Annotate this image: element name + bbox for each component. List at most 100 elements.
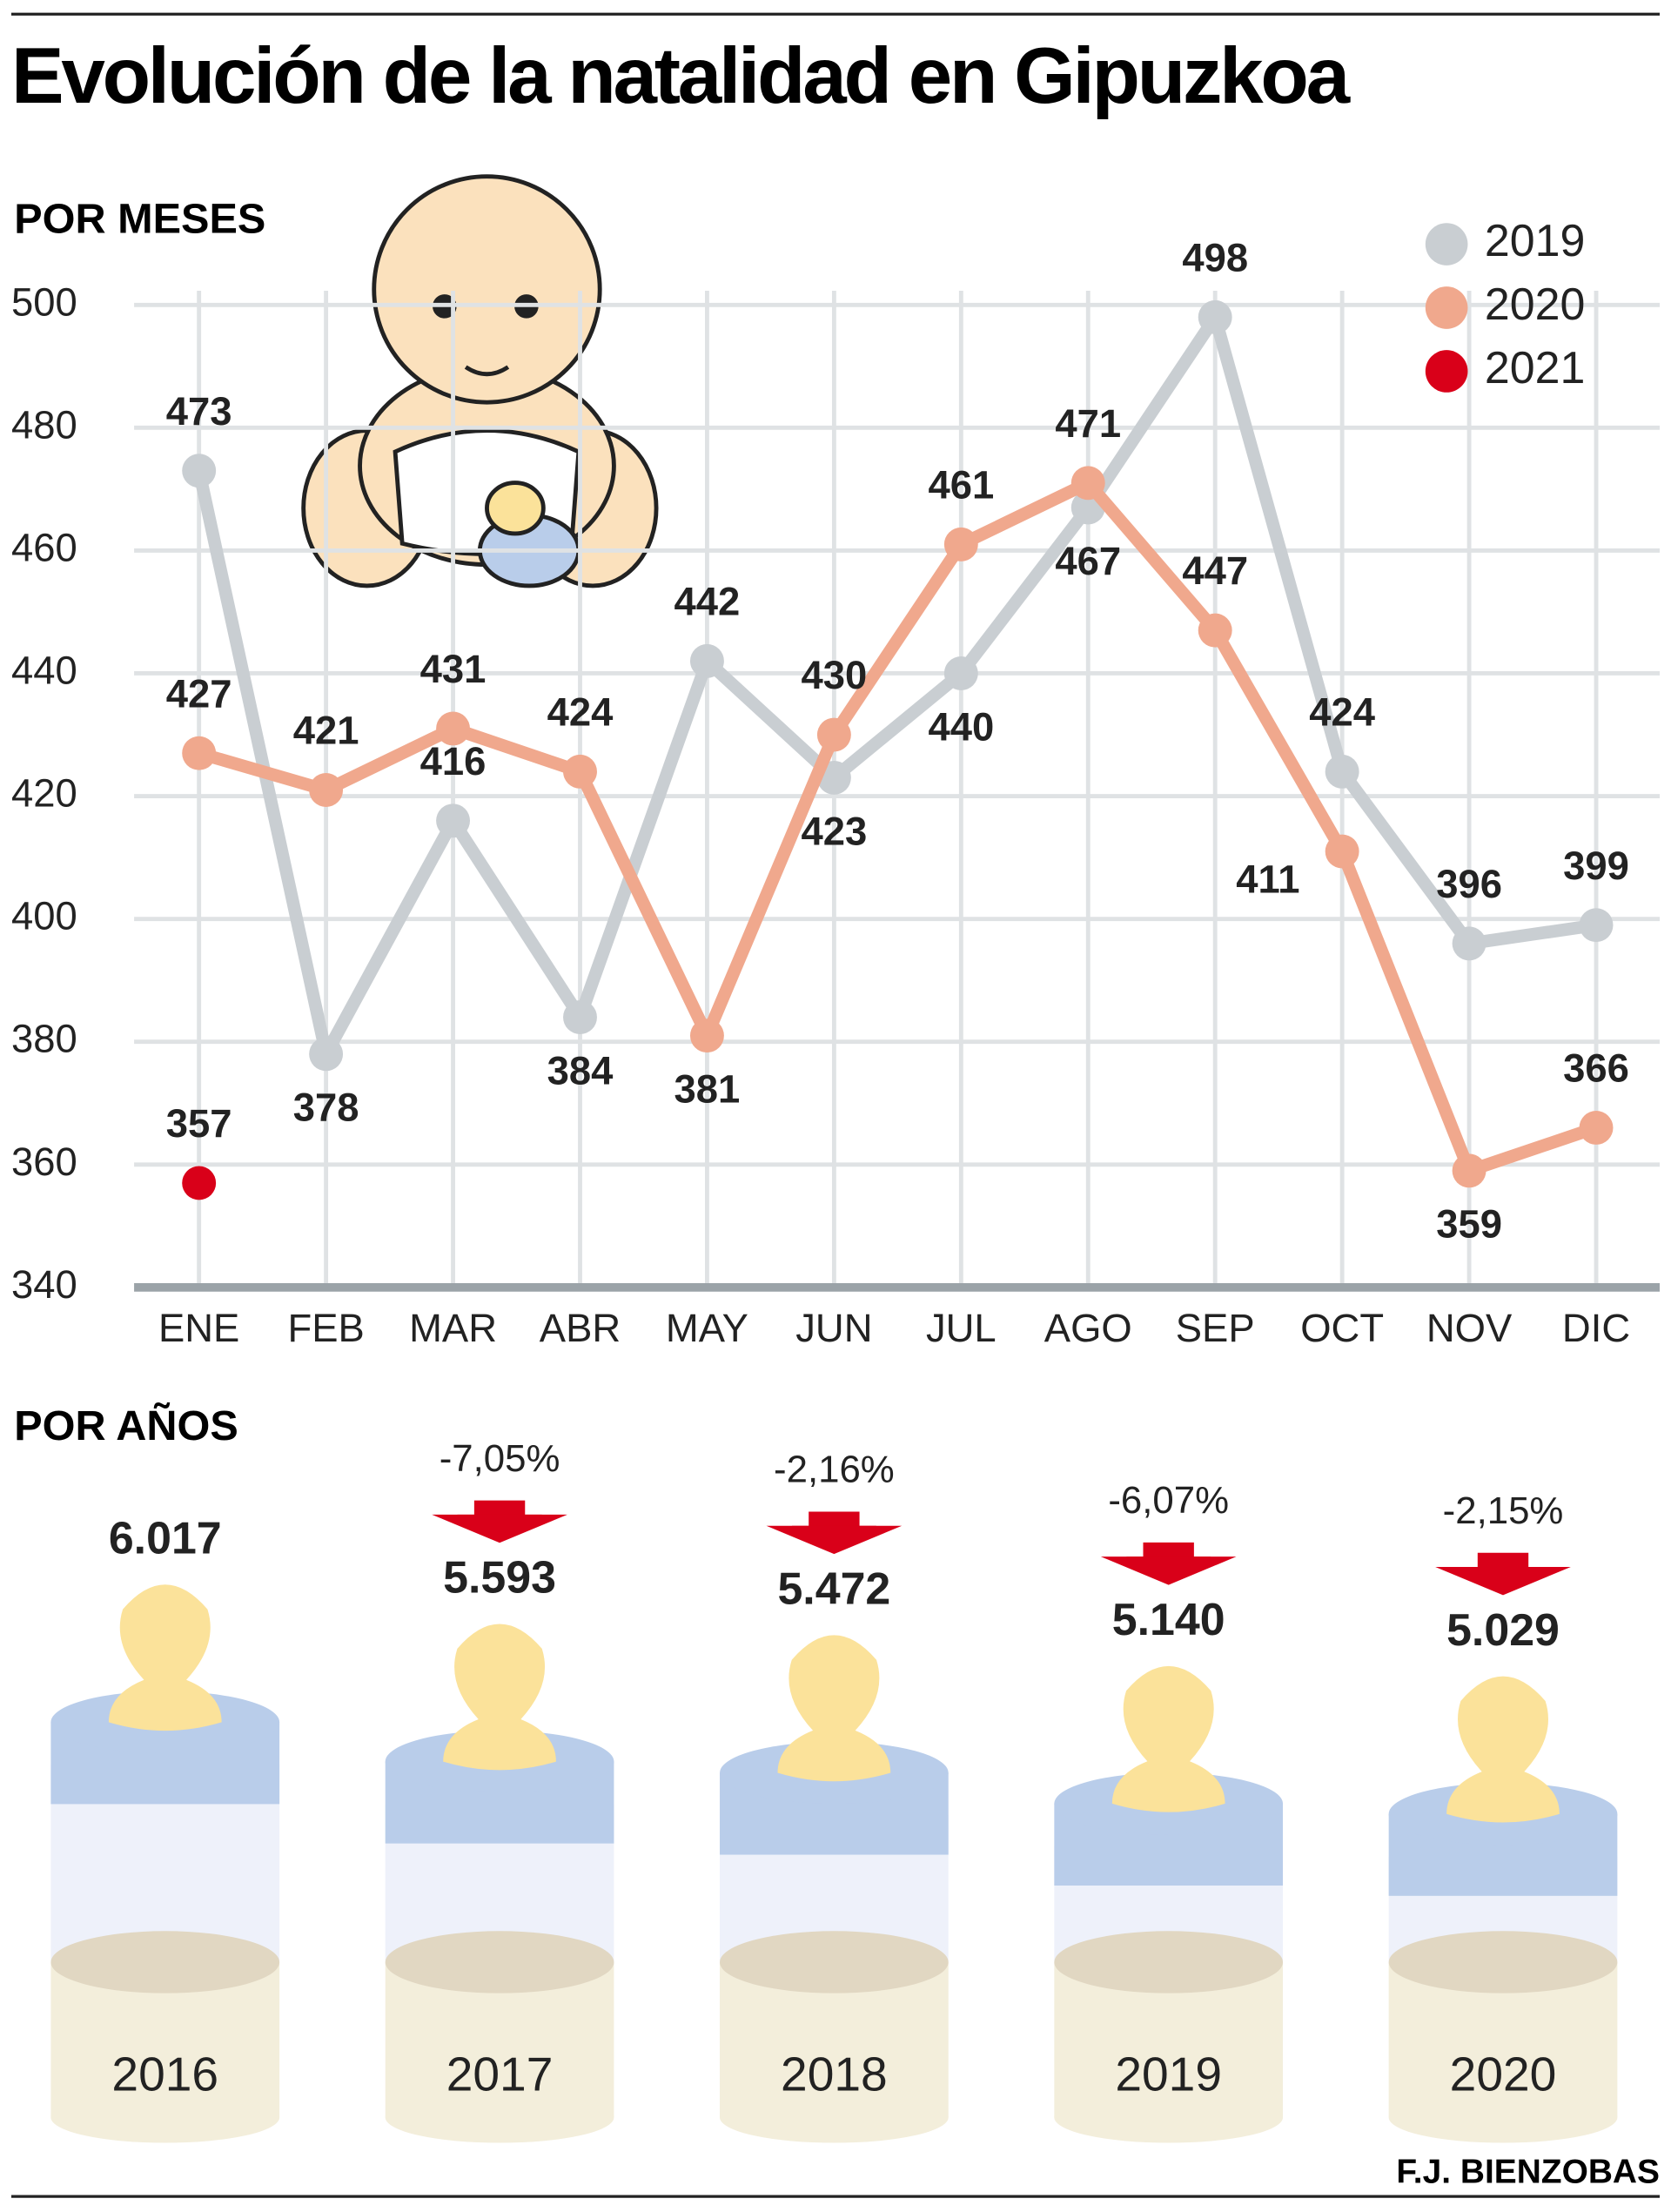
data-label: 471 [1055, 401, 1121, 446]
nipple [1446, 1676, 1560, 1823]
bottle [50, 1584, 280, 2143]
y-tick-label: 460 [11, 525, 77, 569]
x-tick-label: AGO [1044, 1306, 1132, 1350]
change-label: -2,15% [1443, 1489, 1564, 1532]
x-tick-label: ENE [158, 1306, 239, 1350]
y-tick-label: 500 [11, 279, 77, 324]
data-point [1198, 299, 1232, 334]
data-point [182, 454, 217, 488]
y-tick-label: 480 [11, 402, 77, 447]
nipple [777, 1635, 891, 1782]
credit: F.J. BIENZOBAS [1396, 2153, 1660, 2190]
data-point [182, 736, 217, 770]
bottle-base-bottom [1054, 2092, 1284, 2143]
data-point [436, 803, 471, 838]
data-label: 427 [166, 671, 232, 716]
y-tick-label: 420 [11, 771, 77, 816]
bottle-base-bottom [385, 2092, 614, 2143]
data-label: 424 [1309, 689, 1375, 734]
legend-swatch [1425, 223, 1468, 266]
value-label: 6.017 [109, 1512, 222, 1563]
data-point [689, 1019, 724, 1053]
bottle [385, 1624, 614, 2143]
data-point [689, 643, 724, 678]
x-tick-label: DIC [1562, 1306, 1630, 1350]
subtitle: POR AÑOS [14, 1402, 238, 1449]
year-label: 2017 [446, 2047, 554, 2101]
data-point [563, 1000, 597, 1034]
data-point [563, 754, 597, 789]
data-label: 411 [1236, 857, 1299, 902]
bottle [1388, 1676, 1618, 2143]
data-label: 440 [928, 704, 994, 749]
data-label: 378 [293, 1086, 359, 1130]
x-tick-label: FEB [287, 1306, 364, 1350]
nipple [1111, 1665, 1225, 1812]
data-label: 357 [166, 1101, 232, 1146]
y-tick-label: 360 [11, 1140, 77, 1184]
change-label: -7,05% [440, 1437, 560, 1480]
bottle [1054, 1665, 1284, 2143]
value-label: 5.029 [1446, 1604, 1560, 1655]
x-tick-label: SEP [1176, 1306, 1255, 1350]
bottle-base-top [385, 1931, 614, 1993]
data-label: 396 [1436, 862, 1502, 906]
data-label: 424 [547, 689, 614, 734]
data-point [816, 717, 851, 752]
year-label: 2018 [781, 2047, 888, 2101]
year-label: 2016 [111, 2047, 218, 2101]
bottle-base-bottom [720, 2092, 949, 2143]
nipple [108, 1584, 222, 1731]
value-label: 5.140 [1112, 1594, 1225, 1644]
x-tick-label: MAY [666, 1306, 748, 1350]
x-tick-label: JUL [926, 1306, 997, 1350]
data-point [943, 527, 978, 561]
y-tick-label: 380 [11, 1017, 77, 1061]
data-label: 447 [1182, 548, 1248, 593]
series-line [192, 311, 1598, 1061]
data-point [182, 1166, 217, 1200]
change-label: -2,16% [774, 1449, 895, 1491]
bottle-base-bottom [50, 2092, 280, 2143]
data-point [1070, 466, 1105, 501]
change-label: -6,07% [1108, 1479, 1229, 1522]
data-point [943, 656, 978, 690]
data-label: 467 [1055, 539, 1121, 583]
bottle-base-top [1054, 1931, 1284, 1993]
value-label: 5.472 [777, 1563, 890, 1614]
data-point [1325, 754, 1359, 789]
year-label: 2019 [1115, 2047, 1222, 2101]
data-point [1452, 926, 1486, 961]
change-arrow-head [432, 1514, 567, 1543]
data-point [1579, 1111, 1614, 1145]
data-point [1198, 613, 1232, 648]
x-tick-label: JUN [795, 1306, 872, 1350]
nipple [443, 1624, 556, 1771]
legend-label: 2021 [1485, 342, 1585, 393]
value-label: 5.593 [443, 1552, 556, 1603]
data-label: 442 [674, 580, 741, 624]
bottle-base-bottom [1388, 2092, 1618, 2143]
data-point [309, 1037, 344, 1072]
data-label: 430 [802, 653, 868, 697]
series-line [197, 476, 1599, 1178]
data-point [1579, 908, 1614, 943]
data-label: 384 [547, 1048, 614, 1093]
data-label: 498 [1182, 236, 1248, 280]
data-label: 431 [420, 647, 487, 691]
change-arrow-head [1435, 1566, 1571, 1596]
bottle [720, 1635, 949, 2143]
bottle-base-top [1388, 1931, 1618, 1993]
change-arrow-head [1100, 1556, 1237, 1585]
data-label: 359 [1436, 1202, 1502, 1247]
data-label: 423 [802, 809, 868, 853]
legend-swatch [1425, 350, 1468, 393]
x-tick-label: OCT [1300, 1306, 1384, 1350]
data-label: 366 [1563, 1046, 1629, 1091]
change-arrow-head [766, 1525, 903, 1555]
bottle-base-top [720, 1931, 949, 1993]
x-tick-label: ABR [540, 1306, 621, 1350]
baby-illustration [301, 174, 659, 588]
